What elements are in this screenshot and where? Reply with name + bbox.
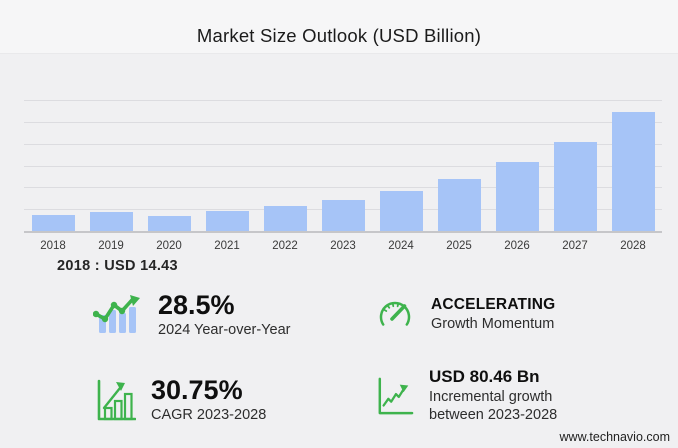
x-axis-label-2022: 2022: [272, 240, 298, 252]
bar-2021: [205, 211, 249, 231]
gridline: [24, 121, 662, 123]
stat-incremental-growth: USD 80.46 Bn Incremental growth between …: [376, 368, 584, 424]
x-axis-label-2024: 2024: [388, 240, 414, 252]
bar-2027: [553, 141, 597, 231]
incremental-label: Incremental growth between 2023-2028: [429, 388, 558, 423]
bar-2023: [321, 199, 365, 231]
bar-2020: [147, 215, 191, 231]
x-axis-label-2026: 2026: [504, 240, 530, 252]
speedometer-icon: [376, 296, 416, 334]
yoy-value: 28.5%: [158, 290, 235, 320]
x-axis-label-2019: 2019: [98, 240, 124, 252]
title-band: [0, 0, 678, 54]
chart-title: Market Size Outlook (USD Billion): [196, 25, 482, 46]
bar-slot-2020: [140, 215, 198, 231]
incremental-value: USD 80.46 Bn: [429, 367, 540, 386]
cagr-value: 30.75%: [151, 375, 243, 405]
bar-2028: [611, 112, 655, 231]
source-watermark: www.technavio.com: [559, 430, 670, 444]
stat-yoy-growth: 28.5% 2024 Year-over-Year: [93, 291, 290, 339]
gridline: [24, 100, 662, 101]
x-axis-label-2021: 2021: [214, 240, 240, 252]
x-axis-label-2020: 2020: [156, 240, 182, 252]
momentum-value: ACCELERATING: [431, 295, 556, 313]
x-axis-label-2023: 2023: [330, 240, 356, 252]
gridline: [24, 165, 662, 167]
bar-2026: [495, 162, 539, 231]
bar-slot-2022: [256, 206, 314, 231]
bar-slot-2028: [604, 112, 662, 231]
bar-2018: [31, 215, 75, 231]
yoy-growth-chart-icon: [93, 295, 143, 335]
cagr-bars-arrow-icon: [96, 378, 136, 422]
bar-slot-2027: [546, 141, 604, 231]
bar-slot-2024: [372, 191, 430, 231]
bar-slot-2023: [314, 199, 372, 231]
gridline: [24, 143, 662, 145]
yoy-label: 2024 Year-over-Year: [158, 322, 291, 339]
x-axis-labels: 2018 2019 2020 2021 2022 2023 2024 2025 2026 2027…: [24, 240, 662, 252]
momentum-label: Growth Momentum: [431, 316, 555, 333]
chart-plot-area: [24, 100, 662, 233]
gridline: [24, 187, 662, 189]
bar-slot-2018: [24, 215, 82, 231]
bar-slot-2019: [82, 211, 140, 231]
bar-2019: [89, 211, 133, 231]
x-axis-label-2018: 2018: [40, 240, 66, 252]
bar-2025: [437, 179, 481, 231]
x-axis-label-2025: 2025: [446, 240, 472, 252]
stat-growth-momentum: ACCELERATING Growth Momentum: [376, 296, 555, 334]
bar-2022: [263, 206, 307, 231]
bar-slot-2025: [430, 179, 488, 231]
x-axis-label-2027: 2027: [562, 240, 588, 252]
bar-slot-2021: [198, 211, 256, 231]
cagr-label: CAGR 2023-2028: [151, 407, 267, 424]
bar-2024: [379, 191, 423, 231]
stat-cagr: 30.75% CAGR 2023-2028: [96, 376, 266, 424]
bar-slot-2026: [488, 162, 546, 231]
x-axis-label-2028: 2028: [620, 240, 646, 252]
market-size-bar-chart: 2018 2019 2020 2021 2022 2023 2024 2025 2026 2027…: [24, 100, 662, 252]
incremental-line-chart-icon: [376, 375, 414, 417]
base-year-value-label: 2018 : USD 14.43: [57, 258, 178, 274]
